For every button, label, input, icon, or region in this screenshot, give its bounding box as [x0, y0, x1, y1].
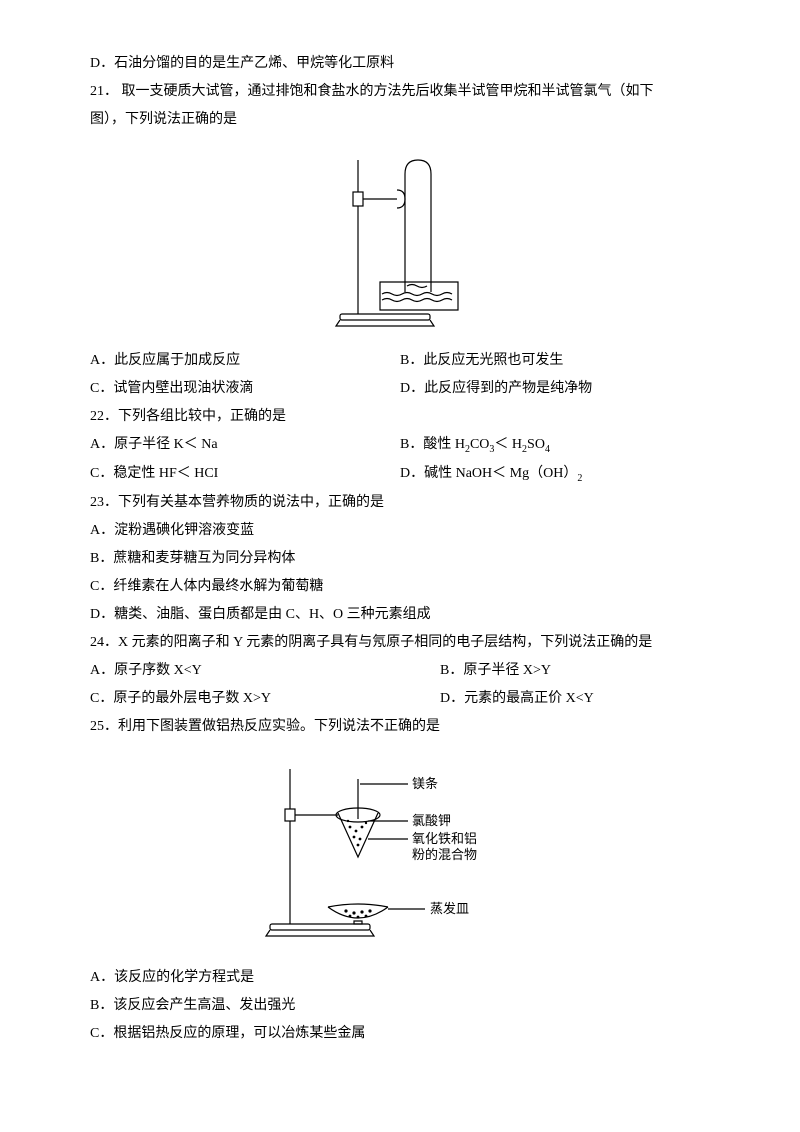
q22b-part1: B．酸性 H	[400, 437, 465, 452]
q23-option-d: D．糖类、油脂、蛋白质都是由 C、H、O 三种元素组成	[90, 601, 710, 629]
q24-row1: A．原子序数 X<Y B．原子半径 X>Y	[90, 657, 710, 685]
q21-option-b: B．此反应无光照也可发生	[400, 347, 710, 375]
q22b-part4: SO	[527, 437, 545, 452]
label-mg: 镁条	[412, 776, 438, 791]
sub-2c: 2	[577, 473, 582, 484]
test-tube-apparatus-diagram	[320, 142, 480, 332]
thermite-apparatus-diagram: 镁条 氯酸钾 氧化铁和铝 粉的混合物 蒸发皿	[250, 749, 550, 949]
q22-option-c: C．稳定性 HF＜ HCI	[90, 460, 400, 489]
q24-row2: C．原子的最外层电子数 X>Y D．元素的最高正价 X<Y	[90, 685, 710, 713]
label-mix2: 粉的混合物	[412, 847, 477, 862]
q22-stem: 22．下列各组比较中，正确的是	[90, 403, 710, 431]
q21-row2: C．试管内壁出现油状液滴 D．此反应得到的产物是纯净物	[90, 375, 710, 403]
q24-option-c: C．原子的最外层电子数 X>Y	[90, 685, 400, 713]
label-mix1: 氧化铁和铝	[412, 831, 477, 846]
q22-option-d: D．碱性 NaOH＜ Mg（OH）2	[400, 460, 710, 489]
q22-row1: A．原子半径 K＜ Na B．酸性 H2CO3＜ H2SO4	[90, 431, 710, 460]
q25-stem: 25．利用下图装置做铝热反应实验。下列说法不正确的是	[90, 713, 710, 741]
q25-option-a: A．该反应的化学方程式是	[90, 964, 710, 992]
label-dish: 蒸发皿	[430, 901, 469, 916]
q21-stem-line2: 图），下列说法正确的是	[90, 106, 710, 134]
q22b-part3: ＜ H	[494, 437, 522, 452]
q20-option-d: D．石油分馏的目的是生产乙烯、甲烷等化工原料	[90, 50, 710, 78]
q23-option-c: C．纤维素在人体内最终水解为葡萄糖	[90, 573, 710, 601]
label-kclo3: 氯酸钾	[412, 813, 451, 828]
sub-4: 4	[545, 444, 550, 455]
q22-option-a: A．原子半径 K＜ Na	[90, 431, 400, 460]
q21-row1: A．此反应属于加成反应 B．此反应无光照也可发生	[90, 347, 710, 375]
q21-stem-line1: 21． 取一支硬质大试管，通过排饱和食盐水的方法先后收集半试管甲烷和半试管氯气（…	[90, 78, 710, 106]
q24-option-b: B．原子半径 X>Y	[400, 657, 750, 685]
q21-figure	[90, 134, 710, 347]
q24-option-a: A．原子序数 X<Y	[90, 657, 400, 685]
q23-stem: 23．下列有关基本营养物质的说法中，正确的是	[90, 489, 710, 517]
q25-option-c: C．根据铝热反应的原理，可以冶炼某些金属	[90, 1020, 710, 1048]
q23-option-a: A．淀粉遇碘化钾溶液变蓝	[90, 517, 710, 545]
q25-figure: 镁条 氯酸钾 氧化铁和铝 粉的混合物 蒸发皿	[90, 741, 710, 964]
q22d-part1: D．碱性 NaOH＜ Mg（OH）	[400, 466, 577, 481]
q22-row2: C．稳定性 HF＜ HCI D．碱性 NaOH＜ Mg（OH）2	[90, 460, 710, 489]
q25-option-b: B．该反应会产生高温、发出强光	[90, 992, 710, 1020]
q24-stem: 24．X 元素的阳离子和 Y 元素的阴离子具有与氖原子相同的电子层结构，下列说法…	[90, 629, 710, 657]
q21-option-d: D．此反应得到的产物是纯净物	[400, 375, 710, 403]
q22b-part2: CO	[470, 437, 489, 452]
q22-option-b: B．酸性 H2CO3＜ H2SO4	[400, 431, 710, 460]
q21-option-a: A．此反应属于加成反应	[90, 347, 400, 375]
q23-option-b: B．蔗糖和麦芽糖互为同分异构体	[90, 545, 710, 573]
q21-option-c: C．试管内壁出现油状液滴	[90, 375, 400, 403]
page-content: D．石油分馏的目的是生产乙烯、甲烷等化工原料 21． 取一支硬质大试管，通过排饱…	[0, 0, 800, 1088]
q24-option-d: D．元素的最高正价 X<Y	[400, 685, 750, 713]
